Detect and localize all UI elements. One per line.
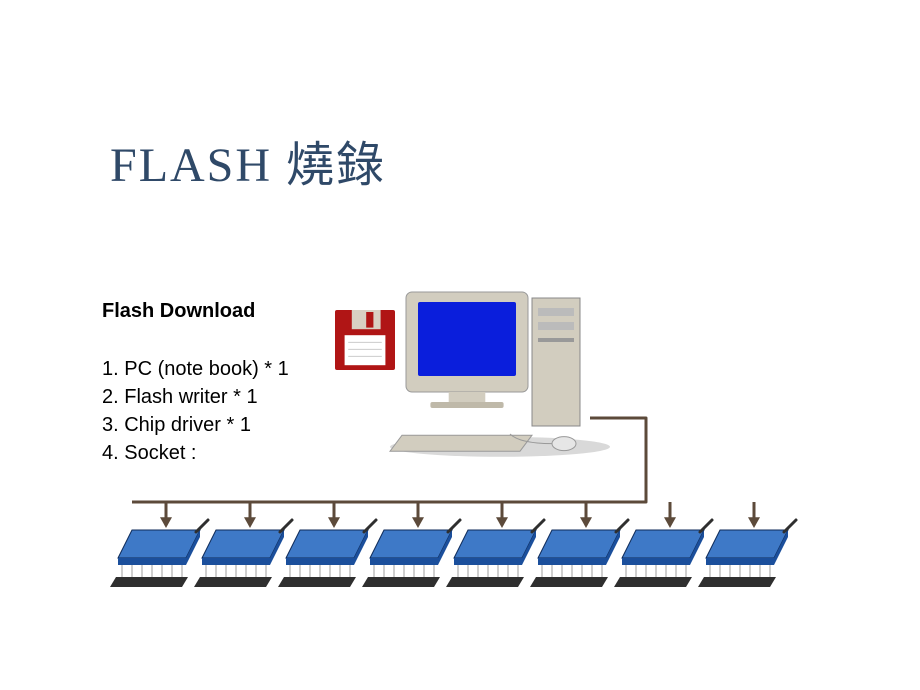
arrow-icon: [244, 517, 256, 528]
main-cable: [132, 418, 646, 502]
chip-socket: [110, 520, 208, 587]
chip-socket: [446, 520, 544, 587]
arrow-icon: [664, 517, 676, 528]
chip-socket: [194, 520, 292, 587]
chip-socket: [530, 520, 628, 587]
flash-diagram: [0, 0, 920, 690]
floppy-icon: [335, 310, 395, 370]
arrow-icon: [496, 517, 508, 528]
chip-socket: [278, 520, 376, 587]
computer-icon: [390, 292, 610, 457]
arrow-icon: [580, 517, 592, 528]
arrow-icon: [160, 517, 172, 528]
chip-socket: [362, 520, 460, 587]
slide: FLASH 燒錄 Flash Download 1. PC (note book…: [0, 0, 920, 690]
arrow-icon: [748, 517, 760, 528]
arrow-icon: [412, 517, 424, 528]
chip-socket: [698, 520, 796, 587]
chip-socket: [614, 520, 712, 587]
arrow-icon: [328, 517, 340, 528]
